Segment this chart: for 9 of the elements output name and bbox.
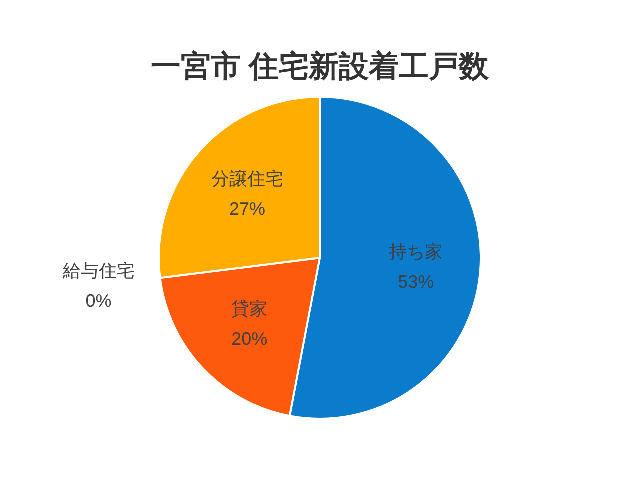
text: 0% [86,290,112,311]
slice-label: 貸家 [232,299,268,320]
chart-title: 一宮市 住宅新設着工戸数 [150,49,490,84]
category-label: 給与住宅 [62,260,135,281]
data-label: 53% [398,272,434,292]
data-label: 27% [230,199,266,220]
data-label: 20% [232,329,268,350]
slice-label: 持ち家 [389,242,444,262]
slice-label: 分譲住宅 [212,169,284,190]
